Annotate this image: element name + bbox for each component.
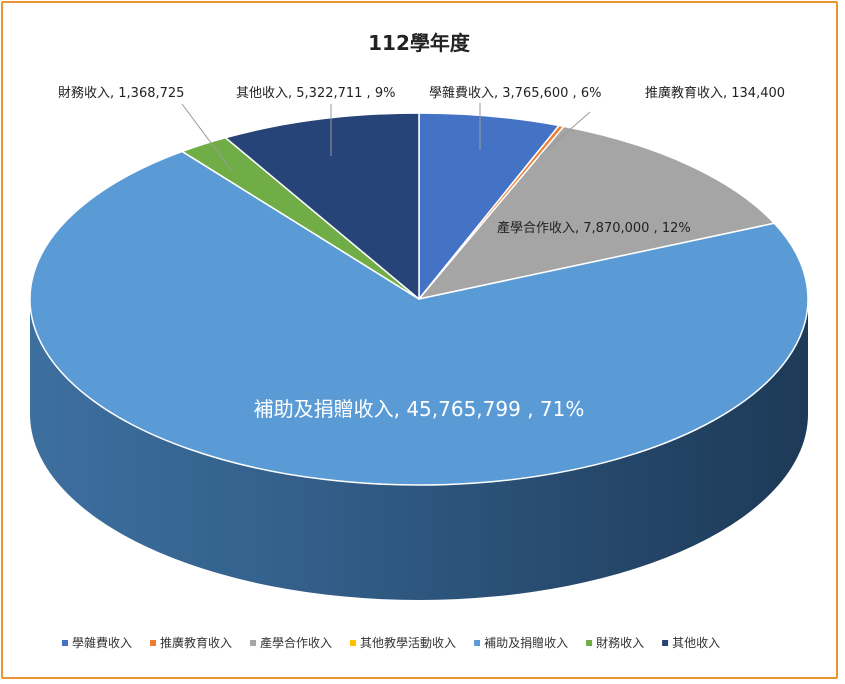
pie-slice-0 <box>418 112 560 300</box>
pie-slice-2 <box>418 125 776 300</box>
legend-swatch-1 <box>150 640 157 646</box>
pie-slice-4 <box>29 150 809 486</box>
legend-swatch-6 <box>662 640 669 646</box>
legend-label-6: 其他收入 <box>672 636 720 650</box>
leader-line-5 <box>181 103 233 172</box>
data-label-6: 其他收入, 5,322,711 , 9% <box>236 86 395 101</box>
data-label-4: 補助及捐贈收入, 45,765,799 , 71% <box>254 397 585 421</box>
legend-label-3: 其他教學活動收入 <box>360 635 456 650</box>
leader-line-1 <box>539 111 591 157</box>
legend-label-5: 財務收入 <box>596 635 644 650</box>
legend-label-0: 學雜費收入 <box>72 635 132 650</box>
data-label-1: 推廣教育收入, 134,400 <box>645 85 785 101</box>
legend-swatch-4 <box>474 640 481 646</box>
data-label-0: 學雜費收入, 3,765,600 , 6% <box>429 86 601 101</box>
data-label-2: 產學合作收入, 7,870,000 , 12% <box>497 220 691 236</box>
legend-swatch-3 <box>350 640 357 646</box>
data-label-5: 財務收入, 1,368,725 <box>58 86 184 101</box>
legend-label-4: 補助及捐贈收入 <box>484 635 568 650</box>
legend-swatch-2 <box>250 640 257 646</box>
pie-side-layer <box>30 299 808 600</box>
data-labels: 學雜費收入, 3,765,600 , 6% 推廣教育收入, 134,400 產學合作… <box>58 85 785 421</box>
pie-top-layer <box>29 112 809 486</box>
legend-swatch-5 <box>586 640 593 646</box>
chart-title: 112學年度 <box>368 31 471 55</box>
legend-swatch-0 <box>62 640 68 646</box>
legend-label-1: 推廣教育收入 <box>160 635 232 650</box>
leader-lines <box>181 103 591 172</box>
pie-side-4 <box>30 299 808 600</box>
legend-label-2: 產學合作收入 <box>260 635 332 650</box>
legend: 學雜費收入 推廣教育收入 產學合作收入 其他教學活動收入 補助及捐贈收入 財務收入 其他收入 <box>62 635 720 650</box>
pie-slice-6 <box>224 112 420 300</box>
